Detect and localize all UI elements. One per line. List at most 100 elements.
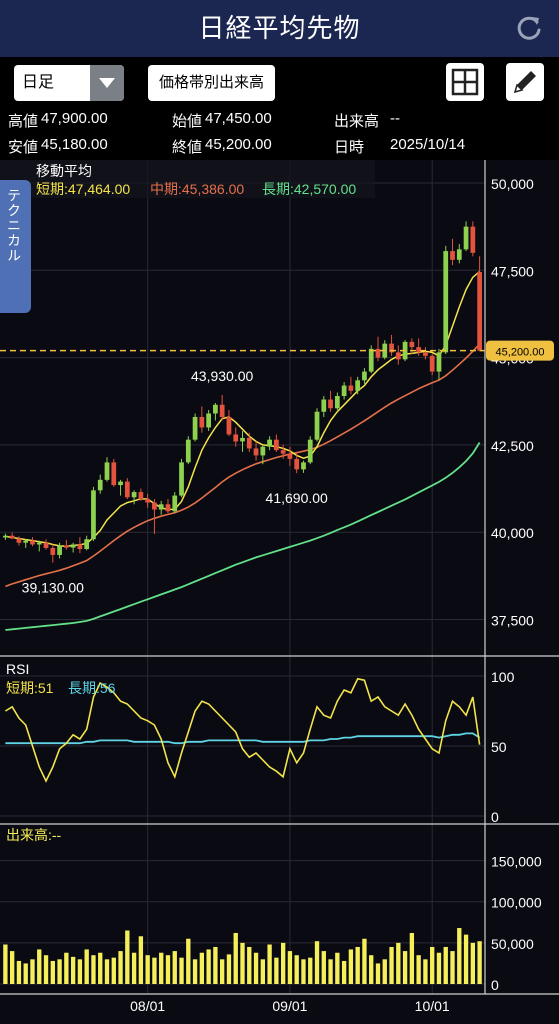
date-tick-label: 10/01 (415, 998, 450, 1014)
volume-bar (247, 946, 252, 984)
candle-body (185, 439, 191, 463)
volume-bar (233, 932, 238, 984)
volume-bar (50, 960, 55, 984)
volume-bar (321, 951, 326, 984)
draw-button[interactable] (506, 63, 544, 101)
price-annotation: 43,930.00 (191, 368, 253, 384)
candle-body (23, 540, 29, 543)
volume-bar (430, 946, 435, 984)
candle-body (219, 404, 225, 417)
volume-bar (91, 955, 96, 984)
volume-bar (260, 959, 265, 984)
toolbar: 日足 価格帯別出来高 (0, 57, 559, 107)
candle-body (416, 347, 422, 353)
ma-legend-bg (0, 160, 375, 198)
volume-bar (30, 959, 35, 984)
candle-body (179, 462, 184, 496)
candle-body (429, 355, 435, 372)
technical-tab-label: テクニカル (6, 188, 22, 263)
volume-bar (355, 946, 360, 984)
ma-long-line (5, 442, 481, 631)
candle-body (240, 437, 245, 442)
volume-bar (131, 952, 137, 984)
candle-body (409, 341, 415, 348)
pencil-icon (513, 71, 536, 94)
volume-bar (125, 930, 130, 984)
volume-label: 出来高 (334, 113, 380, 130)
price-tick-label: 37,500 (491, 613, 534, 629)
chevron-down-icon (90, 65, 124, 101)
volume-bar (328, 959, 333, 984)
rsi-short-label: 短期:51 (6, 680, 54, 696)
rsi-tick-label: 0 (491, 809, 499, 825)
candle-body (334, 396, 340, 409)
period-select[interactable]: 日足 (14, 65, 124, 101)
volume-bar (206, 949, 211, 984)
candle-body (77, 544, 83, 550)
close-label: 終値 (172, 139, 203, 156)
rsi-long-line (5, 732, 481, 745)
volume-bar (335, 952, 340, 984)
candle-body (158, 504, 164, 510)
rsi-title: RSI (6, 661, 29, 677)
volume-by-price-button[interactable]: 価格帯別出来高 (148, 65, 275, 101)
candle-body (294, 458, 300, 470)
candle-body (145, 499, 151, 503)
volume-bar (369, 955, 374, 984)
candle-body (226, 416, 232, 435)
volume-bar (9, 951, 15, 984)
period-select-value: 日足 (22, 74, 55, 91)
candle-body (97, 479, 103, 491)
volume-bar (362, 938, 367, 984)
chart-area[interactable]: 50,00047,50045,00042,50040,00037,5001005… (0, 160, 559, 1024)
candle-body (355, 380, 361, 391)
volume-bar (23, 963, 28, 984)
candle-body (57, 545, 62, 555)
candle-body (36, 542, 42, 545)
volume-bar (274, 957, 279, 984)
candle-body (199, 416, 205, 428)
volume-tick-label: 150,000 (491, 854, 542, 870)
volume-bar (416, 955, 421, 984)
volume-bar (165, 955, 171, 984)
price-tick-label: 50,000 (491, 176, 534, 192)
volume-bar (341, 960, 347, 984)
candle-body (233, 434, 239, 442)
page-title: 日経平均先物 (198, 13, 361, 43)
volume-bar (77, 959, 83, 984)
layout-button[interactable] (446, 63, 484, 101)
open-value: 47,450.00 (205, 110, 272, 127)
low-label: 安値 (8, 139, 39, 156)
candle-body (375, 348, 381, 358)
candle-body (368, 348, 374, 372)
volume-bar (43, 955, 49, 984)
candle-body (267, 439, 272, 447)
candle-body (192, 416, 198, 440)
candle-body (63, 545, 69, 548)
candle-body (362, 371, 367, 381)
volume-bar (138, 936, 144, 984)
volume-bar (64, 952, 69, 984)
candle-body (260, 446, 266, 456)
candle-body (16, 538, 22, 543)
volume-bar (375, 963, 381, 984)
candle-body (307, 439, 313, 463)
technical-tab[interactable]: テクニカル (0, 180, 31, 313)
refresh-icon[interactable] (515, 14, 543, 42)
candle-body (274, 439, 279, 451)
date-label: 日時 (334, 139, 365, 156)
volume-tick-label: 50,000 (491, 936, 534, 952)
volume-bar (308, 957, 313, 984)
candle-body (395, 352, 401, 360)
ma-short-label: 短期:47,464.00 (36, 181, 130, 197)
volume-tick-label: 100,000 (491, 895, 542, 911)
candle-body (43, 542, 49, 548)
price-tick-label: 42,500 (491, 438, 534, 454)
volume-bar (84, 949, 89, 984)
volume-bar (280, 942, 286, 984)
candle-body (152, 502, 157, 510)
current-price-tag (486, 340, 554, 361)
volume-bar (186, 938, 191, 984)
candle-body (138, 492, 144, 500)
candle-body (50, 547, 56, 555)
